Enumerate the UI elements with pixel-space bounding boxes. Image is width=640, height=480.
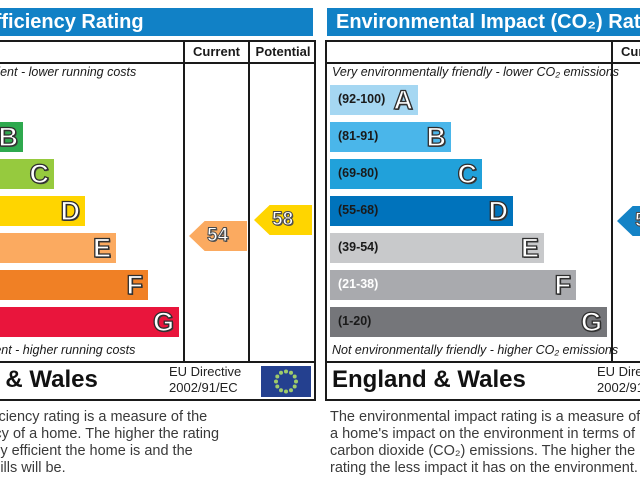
band-letter: F (554, 269, 572, 300)
description-line: overall efficiency of a home. The higher… (0, 426, 220, 442)
band-row-g: (1-20) G (0, 306, 179, 338)
environmental-panel-title: Environmental Impact (CO₂) Rating (327, 8, 640, 36)
band-row-f: (21-38) F (0, 269, 148, 301)
band-range-label: (81-91) (338, 129, 379, 143)
description-line: a home's impact on the environment in te… (330, 426, 635, 442)
description-line: The environmental impact rating is a mea… (330, 409, 640, 425)
footer-separator (0, 361, 316, 363)
band-range-label: (55-68) (338, 203, 379, 217)
region-label: England & Wales (332, 366, 526, 393)
band-row-b: (81-91) B (0, 121, 23, 153)
band-row-e: (39-54) E (0, 232, 116, 264)
column-header-current: Current (193, 44, 240, 59)
environmental-description-paragraph: The environmental impact rating is a mea… (330, 409, 640, 477)
band-row-a: (92-100) A (330, 84, 418, 116)
band-letter: C (29, 158, 50, 189)
header-separator (0, 62, 316, 64)
eu-directive-line1: EU Directive (169, 364, 242, 379)
potential-column-line (248, 40, 250, 361)
current-column-line (183, 40, 185, 361)
top-note: Very environmentally friendly - lower CO… (332, 65, 620, 79)
energy-description-paragraph: The energy efficiency rating is a measur… (0, 409, 219, 477)
band-range-label: (1-20) (338, 314, 372, 328)
column-header-potential: Potential (255, 44, 311, 59)
bottom-note: Not environmentally friendly - higher CO… (332, 343, 619, 357)
description-line: carbon dioxide (CO₂) emissions. The high… (330, 443, 636, 459)
eu-directive-line2: 2002/91/EC (597, 380, 640, 395)
energy-panel-title: Energy Efficiency Rating (0, 8, 313, 36)
band-letter: D (488, 195, 509, 226)
band-range-label: (92-100) (338, 92, 386, 106)
eu-directive-line1: EU Directive (597, 364, 640, 379)
region-label: England & Wales (0, 366, 98, 393)
header-separator (325, 62, 640, 64)
band-letter: G (580, 306, 602, 337)
band-letter: D (60, 195, 81, 226)
band-row-e: (39-54) E (330, 232, 544, 264)
band-row-d: (55-68) D (0, 195, 85, 227)
description-line: rating the less impact it has on the env… (330, 460, 638, 476)
eu-flag-icon (261, 366, 311, 397)
band-letter: B (426, 121, 447, 152)
band-letter: B (0, 121, 19, 152)
current-column-line (611, 40, 613, 361)
band-range-label: (39-54) (338, 240, 379, 254)
eu-directive-text: EU Directive 2002/91/EC (169, 364, 241, 396)
description-line: lower the fuel bills will be. (0, 460, 66, 476)
footer-separator (325, 361, 640, 363)
band-letter: C (457, 158, 478, 189)
eu-directive-line2: 2002/91/EC (169, 380, 238, 395)
eu-directive-text: EU Directive 2002/91/EC (597, 364, 640, 396)
band-row-g: (1-20) G (330, 306, 607, 338)
band-letter: F (126, 269, 144, 300)
description-line: the more energy efficient the home is an… (0, 443, 193, 459)
bottom-note: Not energy efficient - higher running co… (0, 343, 136, 357)
band-range-label: (21-38) (338, 277, 379, 291)
band-letter: G (152, 306, 174, 337)
top-note: Very energy efficient - lower running co… (0, 65, 137, 79)
band-row-d: (55-68) D (330, 195, 513, 227)
band-row-b: (81-91) B (330, 121, 451, 153)
band-row-c: (69-80) C (330, 158, 482, 190)
band-letter: E (520, 232, 539, 263)
band-letter: E (92, 232, 111, 263)
panel-environmental-impact: Environmental Impact (CO₂) Rating Curren… (325, 0, 640, 480)
band-row-f: (21-38) F (330, 269, 576, 301)
panel-energy-efficiency: Energy Efficiency Rating Current Potenti… (0, 0, 318, 480)
band-range-label: (69-80) (338, 166, 379, 180)
band-letter: A (393, 84, 414, 115)
band-row-c: (69-80) C (0, 158, 54, 190)
column-header-current: Current (621, 44, 640, 59)
description-line: The energy efficiency rating is a measur… (0, 409, 208, 425)
